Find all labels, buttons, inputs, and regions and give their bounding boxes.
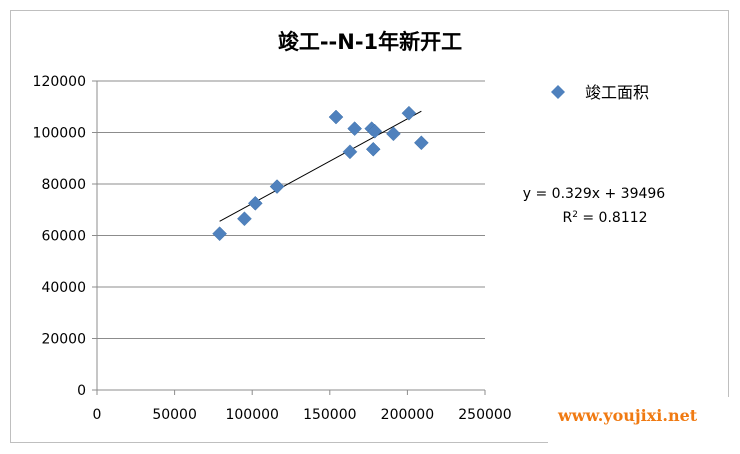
axes <box>92 80 486 395</box>
data-point <box>401 105 417 121</box>
data-point <box>347 121 362 136</box>
x-tick-label: 50000 <box>152 407 197 423</box>
x-tick-label: 100000 <box>225 407 278 423</box>
chart-frame <box>10 10 729 443</box>
data-point <box>247 195 263 211</box>
y-tick-label: 40000 <box>41 280 86 296</box>
y-tick-label: 60000 <box>41 229 86 245</box>
data-point <box>365 141 381 157</box>
x-tick-labels: 0 50000 100000 150000 200000 250000 <box>93 407 512 423</box>
data-point <box>212 226 227 242</box>
x-tick-label: 150000 <box>303 407 356 423</box>
y-tick-label: 0 <box>77 383 86 399</box>
y-tick-label: 20000 <box>41 332 86 348</box>
r-squared-prefix: R <box>562 210 572 226</box>
y-tick-label: 100000 <box>33 126 86 142</box>
y-tick-labels: 0 20000 40000 60000 80000 100000 120000 <box>33 74 86 399</box>
data-point <box>367 123 383 139</box>
y-tick-label: 120000 <box>33 74 86 90</box>
trendline-equation: y = 0.329x + 39496 R2 = 0.8112 <box>523 186 666 226</box>
equation-label: y = 0.329x + 39496 <box>523 186 666 202</box>
chart-title: 竣工--N-1年新开工 <box>278 30 462 54</box>
r-squared-superscript: 2 <box>572 210 578 220</box>
legend: 竣工面积 <box>551 83 649 102</box>
x-tick-label: 200000 <box>381 407 434 423</box>
r-squared-label: R2 = 0.8112 <box>562 210 647 226</box>
watermark-background <box>548 397 740 454</box>
data-point <box>237 211 252 227</box>
x-tick-label: 0 <box>93 407 102 423</box>
data-point <box>342 144 358 160</box>
data-point <box>386 126 401 142</box>
data-point <box>328 109 344 125</box>
data-points <box>212 105 429 242</box>
y-tick-label: 80000 <box>41 177 86 193</box>
x-tick-label: 250000 <box>458 407 511 423</box>
data-point <box>414 135 429 151</box>
legend-marker <box>551 85 565 99</box>
data-point <box>269 179 285 194</box>
grid-lines <box>97 80 485 339</box>
legend-label: 竣工面积 <box>585 83 649 102</box>
watermark: www.youjixi.net <box>558 406 698 425</box>
r-squared-value: = 0.8112 <box>578 210 648 226</box>
